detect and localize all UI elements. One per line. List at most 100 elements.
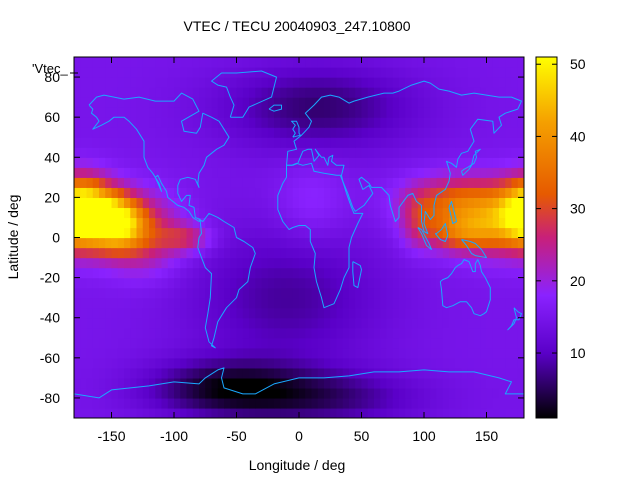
heatmap-cell — [399, 67, 406, 78]
heatmap-cell — [311, 327, 319, 339]
heatmap-cell — [449, 67, 456, 78]
heatmap-cell — [261, 277, 269, 289]
heatmap-cell — [74, 317, 81, 329]
heatmap-cell — [505, 237, 513, 249]
heatmap-cell — [180, 187, 188, 198]
heatmap-cell — [317, 377, 325, 389]
heatmap-cell — [99, 157, 106, 168]
x-tick-label: 150 — [475, 428, 499, 444]
heatmap-cell — [211, 107, 219, 118]
heatmap-cell — [155, 357, 163, 369]
heatmap-cell — [105, 367, 113, 379]
heatmap-cell — [499, 177, 506, 188]
heatmap-cell — [186, 367, 194, 379]
heatmap-cell — [349, 77, 356, 88]
heatmap-cell — [436, 317, 444, 329]
heatmap-cell — [492, 337, 500, 349]
heatmap-cell — [324, 367, 331, 379]
heatmap-cell — [242, 137, 250, 148]
heatmap-cell — [386, 377, 394, 389]
heatmap-cell — [230, 297, 238, 309]
heatmap-cell — [424, 377, 431, 389]
heatmap-cell — [405, 187, 413, 198]
heatmap-cell — [261, 377, 269, 389]
heatmap-cell — [292, 397, 300, 409]
heatmap-cell — [417, 107, 425, 118]
heatmap-cell — [86, 57, 94, 68]
heatmap-cell — [336, 357, 344, 369]
heatmap-cell — [136, 217, 144, 229]
heatmap-cell — [449, 207, 456, 219]
heatmap-cell — [517, 117, 524, 128]
heatmap-cell — [180, 197, 188, 209]
heatmap-cell — [180, 177, 188, 188]
heatmap-cell — [305, 77, 313, 88]
heatmap-cell — [330, 357, 338, 369]
heatmap-cell — [174, 387, 181, 399]
heatmap-cell — [424, 117, 431, 128]
heatmap-cell — [92, 137, 100, 148]
heatmap-cell — [74, 107, 81, 118]
heatmap-cell — [411, 127, 419, 138]
heatmap-cell — [117, 237, 125, 249]
y-tick-label: -20 — [40, 270, 60, 286]
heatmap-cell — [136, 377, 144, 389]
heatmap-cell — [124, 137, 131, 148]
heatmap-cell — [499, 337, 506, 349]
heatmap-cell — [361, 407, 369, 418]
heatmap-cell — [117, 177, 125, 188]
heatmap-cell — [155, 197, 163, 209]
heatmap-cell — [492, 107, 500, 118]
heatmap-cell — [267, 407, 275, 418]
heatmap-cell — [430, 377, 438, 389]
heatmap-cell — [249, 347, 256, 359]
heatmap-cell — [161, 387, 169, 399]
heatmap-cell — [417, 177, 425, 188]
heatmap-cell — [330, 117, 338, 128]
heatmap-cell — [380, 87, 388, 98]
heatmap-cell — [117, 147, 125, 158]
heatmap-cell — [380, 77, 388, 88]
heatmap-cell — [505, 197, 513, 209]
heatmap-cell — [474, 297, 481, 309]
heatmap-cell — [149, 157, 156, 168]
heatmap-cell — [467, 167, 475, 178]
heatmap-cell — [124, 177, 131, 188]
heatmap-cell — [311, 287, 319, 299]
heatmap-cell — [149, 287, 156, 299]
heatmap-cell — [305, 387, 313, 399]
heatmap-cell — [342, 347, 350, 359]
heatmap-cell — [455, 157, 463, 168]
heatmap-cell — [367, 97, 375, 108]
heatmap-cell — [492, 297, 500, 309]
heatmap-cell — [267, 197, 275, 209]
heatmap-cell — [436, 387, 444, 399]
heatmap-cell — [280, 197, 288, 209]
heatmap-cell — [380, 397, 388, 409]
heatmap-cell — [311, 317, 319, 329]
heatmap-cell — [124, 397, 131, 409]
heatmap-cell — [511, 337, 519, 349]
heatmap-cell — [442, 137, 450, 148]
heatmap-cell — [149, 217, 156, 229]
heatmap-cell — [305, 397, 313, 409]
heatmap-cell — [99, 257, 106, 269]
heatmap-cell — [236, 377, 244, 389]
heatmap-cell — [161, 287, 169, 299]
heatmap-cell — [205, 117, 213, 128]
heatmap-cell — [217, 267, 225, 279]
heatmap-cell — [336, 237, 344, 249]
heatmap-cell — [111, 297, 119, 309]
heatmap-cell — [267, 77, 275, 88]
heatmap-cell — [205, 257, 213, 269]
heatmap-cell — [461, 337, 469, 349]
heatmap-cell — [130, 107, 138, 118]
heatmap-cell — [117, 347, 125, 359]
heatmap-cell — [192, 257, 200, 269]
heatmap-cell — [424, 157, 431, 168]
heatmap-cell — [342, 217, 350, 229]
heatmap-cell — [92, 237, 100, 249]
heatmap-cell — [161, 347, 169, 359]
heatmap-cell — [80, 407, 88, 418]
heatmap-cell — [355, 187, 363, 198]
